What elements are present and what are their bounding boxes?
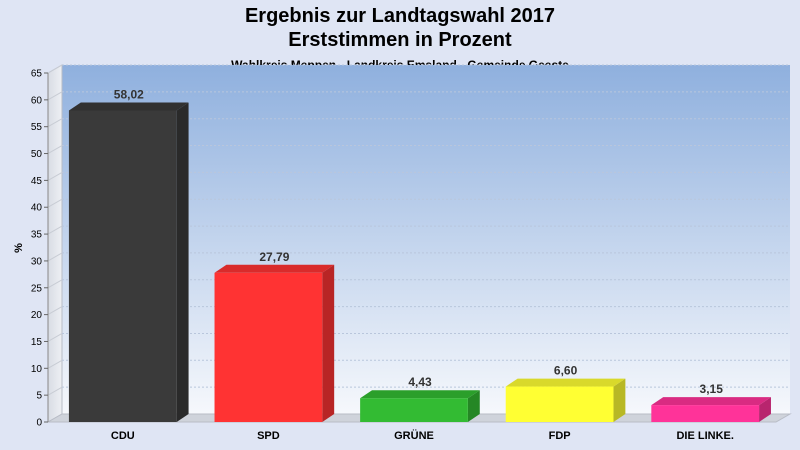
bar-side [467,390,480,422]
bar-cdu: 58,02 [68,87,189,422]
bar-side [613,378,626,422]
bar-top [505,378,626,387]
y-tick-label: 40 [31,203,43,214]
bar-front [360,398,468,422]
bar-fdp: 6,60 [505,364,626,422]
bar-top [214,264,335,273]
y-tick-label: 0 [36,418,42,429]
y-axis-title: % [13,243,25,253]
y-tick-label: 5 [36,391,42,402]
y-tick-label: 50 [31,149,43,160]
bar-value-label: 6,60 [554,364,578,378]
chart-title-line2: Erststimmen in Prozent [288,29,512,51]
x-tick-label: GRÜNE [394,429,434,442]
y-tick-label: 20 [31,310,43,321]
bar-top [360,390,480,399]
x-tick-label: FDP [549,430,571,442]
bar-value-label: 3,15 [700,382,724,396]
bar-front [651,405,760,422]
bar-gr-ne: 4,43 [360,375,480,422]
chart-title-line1: Ergebnis zur Landtagswahl 2017 [244,5,556,27]
bar-value-label: 4,43 [408,375,432,389]
bar-spd: 27,79 [214,250,335,422]
x-tick-label: DIE LINKE. [676,430,733,442]
bar-side [176,102,189,422]
bar-front [214,272,323,422]
bar-side [322,264,335,422]
x-tick-label: SPD [257,430,280,442]
bar-front [505,386,614,422]
y-tick-label: 15 [31,337,43,348]
bar-value-label: 58,02 [114,87,144,101]
y-tick-label: 65 [31,69,43,80]
y-tick-label: 35 [31,230,43,241]
bar-top [651,397,771,406]
bars: 58,02 27,79 4,43 6,60 3,15 [68,87,771,422]
bar-front [68,110,177,422]
x-tick-label: CDU [111,430,135,442]
y-tick-label: 10 [31,364,43,375]
y-tick-label: 45 [31,176,43,187]
y-axis: 0 5 10 15 20 25 30 35 40 45 50 55 60 65 [31,69,49,429]
y-tick-label: 25 [31,283,43,294]
x-axis: CDU SPD GRÜNE FDP DIE LINKE. [111,429,734,442]
bar-die-linke-: 3,15 [651,382,771,422]
bar-top [68,102,189,111]
bar-side [759,397,771,422]
y-tick-label: 55 [31,122,43,133]
y-tick-label: 60 [31,95,43,106]
y-tick-label: 30 [31,256,43,267]
bar-value-label: 27,79 [259,250,289,264]
